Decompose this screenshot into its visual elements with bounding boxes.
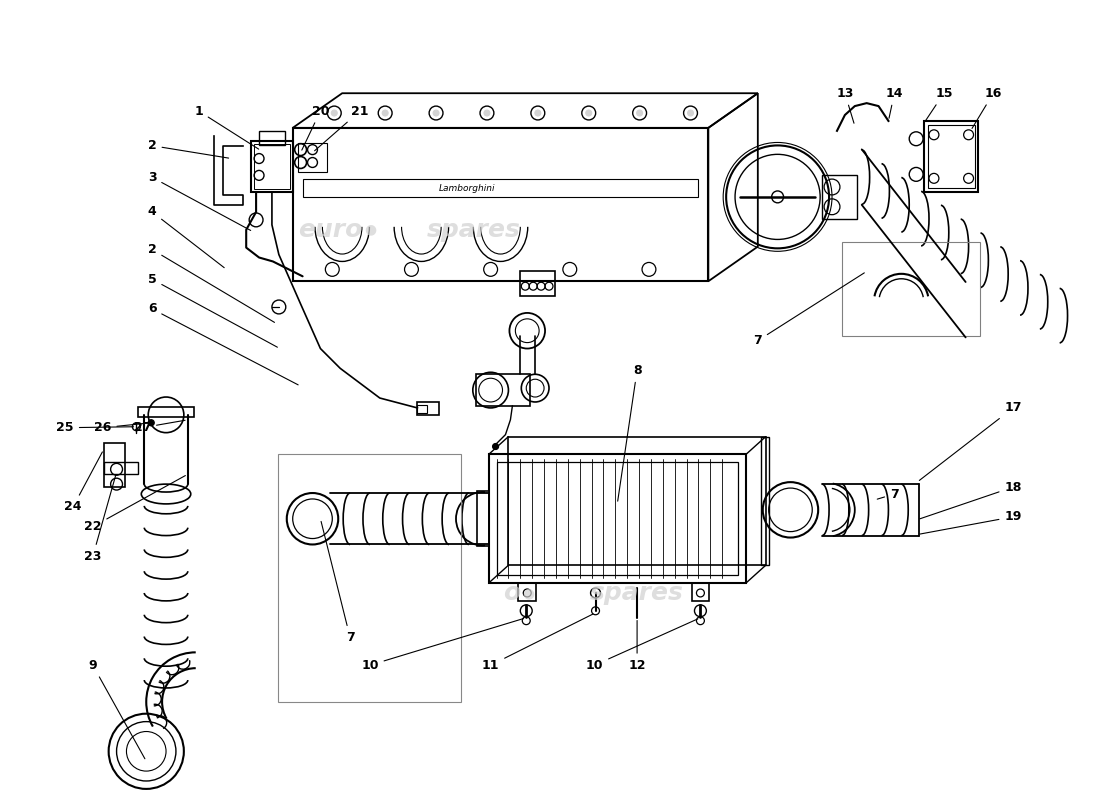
Text: spares: spares <box>590 581 683 605</box>
Bar <box>417 402 439 415</box>
Bar <box>928 125 975 188</box>
Text: 26: 26 <box>94 422 148 434</box>
Bar <box>842 242 980 336</box>
Text: 7: 7 <box>877 487 899 501</box>
Text: 2: 2 <box>147 243 275 322</box>
Bar <box>518 583 536 601</box>
Circle shape <box>772 191 783 203</box>
Bar <box>822 175 857 218</box>
Text: 9: 9 <box>88 658 145 758</box>
Text: euro: euro <box>298 218 362 242</box>
Text: Lamborghini: Lamborghini <box>439 184 495 193</box>
Text: 14: 14 <box>886 86 903 118</box>
Text: 25: 25 <box>56 422 133 434</box>
Bar <box>254 144 289 190</box>
Text: 13: 13 <box>836 86 854 123</box>
Bar <box>488 454 746 583</box>
Bar <box>103 442 125 487</box>
Text: o: o <box>503 581 520 605</box>
Text: ●: ● <box>364 222 376 237</box>
Text: 21: 21 <box>315 105 368 150</box>
Circle shape <box>493 443 498 450</box>
Bar <box>508 437 766 566</box>
Bar <box>520 271 554 296</box>
Text: 4: 4 <box>147 206 224 268</box>
Circle shape <box>331 110 338 116</box>
Text: spares: spares <box>427 218 520 242</box>
Text: 6: 6 <box>147 302 298 385</box>
Text: 16: 16 <box>972 86 1002 129</box>
Bar <box>417 405 427 413</box>
Bar <box>139 407 194 417</box>
Bar <box>260 131 285 145</box>
Text: 27: 27 <box>133 420 185 434</box>
Text: 24: 24 <box>64 452 102 514</box>
Circle shape <box>586 110 592 116</box>
Bar <box>278 454 461 702</box>
Text: ●: ● <box>522 586 535 600</box>
Circle shape <box>148 420 154 426</box>
Text: 23: 23 <box>84 475 116 563</box>
Bar <box>761 437 769 566</box>
Circle shape <box>382 110 388 116</box>
Circle shape <box>433 110 439 116</box>
Text: 1: 1 <box>195 105 258 149</box>
Bar <box>692 583 710 601</box>
Text: 2: 2 <box>147 139 229 158</box>
Circle shape <box>637 110 642 116</box>
Bar <box>924 121 979 192</box>
Text: 7: 7 <box>754 273 865 347</box>
Text: 12: 12 <box>628 621 646 672</box>
Circle shape <box>484 110 490 116</box>
Bar <box>298 142 328 172</box>
Text: 22: 22 <box>84 475 186 533</box>
Bar <box>293 128 708 282</box>
Text: 17: 17 <box>920 402 1022 481</box>
Circle shape <box>688 110 693 116</box>
Bar <box>302 179 698 197</box>
Bar <box>476 374 530 406</box>
Bar <box>496 462 738 575</box>
Circle shape <box>535 110 541 116</box>
Text: 11: 11 <box>482 614 593 672</box>
Text: 3: 3 <box>147 171 251 230</box>
Bar <box>103 462 139 474</box>
Text: 8: 8 <box>618 364 641 501</box>
Text: 15: 15 <box>925 86 953 121</box>
Bar <box>476 491 488 546</box>
Bar <box>251 141 293 192</box>
Text: 18: 18 <box>920 481 1022 519</box>
Text: 7: 7 <box>321 522 354 644</box>
Text: 5: 5 <box>147 273 277 347</box>
Text: 10: 10 <box>361 618 524 672</box>
Text: 19: 19 <box>920 510 1022 534</box>
Text: 20: 20 <box>301 105 329 150</box>
Text: 10: 10 <box>586 619 697 672</box>
